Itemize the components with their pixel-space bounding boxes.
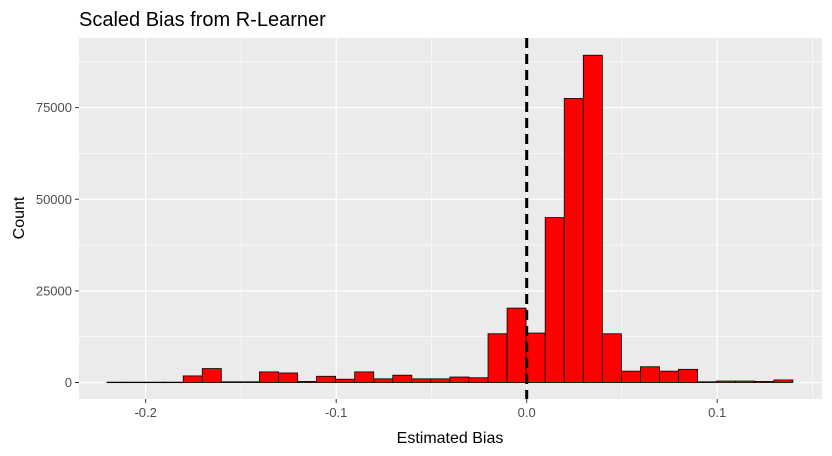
histogram-bar — [640, 366, 660, 383]
histogram-bar — [220, 381, 241, 383]
histogram-bar — [239, 381, 260, 383]
x-tick-label: 0.0 — [518, 405, 536, 420]
histogram-bars — [106, 54, 794, 384]
x-axis-ticks: -0.2 -0.1 0.0 0.1 — [134, 399, 726, 420]
y-axis-title: Count — [11, 196, 28, 239]
y-tick-label: 75000 — [36, 100, 72, 115]
histogram-bar — [735, 380, 756, 383]
y-tick-label: 50000 — [36, 192, 72, 207]
histogram-bar — [716, 380, 737, 383]
histogram-bar — [659, 370, 679, 383]
histogram-bar — [354, 371, 375, 383]
histogram-bar — [411, 378, 432, 383]
histogram-bar — [259, 371, 279, 383]
histogram-bar — [106, 381, 127, 384]
histogram-bar — [373, 378, 394, 383]
histogram-bar — [163, 381, 184, 384]
histogram-bar — [773, 379, 794, 383]
histogram-bar — [468, 377, 489, 383]
histogram-bar — [582, 54, 603, 383]
histogram-bar — [620, 370, 641, 383]
histogram-bar — [316, 375, 337, 383]
minor-gridlines — [79, 38, 822, 399]
x-tick-label: -0.2 — [134, 405, 156, 420]
histogram-bar — [144, 381, 165, 384]
histogram-bar — [335, 378, 356, 383]
chart-title: Scaled Bias from R-Learner — [79, 9, 326, 31]
histogram-bar — [678, 368, 698, 383]
histogram-bar — [182, 375, 203, 383]
y-axis-ticks: 0 25000 50000 75000 — [36, 100, 79, 390]
histogram-bar — [697, 381, 718, 383]
histogram-bar — [297, 381, 317, 383]
y-tick-label: 0 — [65, 375, 72, 390]
histogram-bar — [525, 332, 546, 383]
histogram-bar — [487, 333, 508, 383]
histogram-bar — [430, 378, 451, 383]
histogram-bar — [563, 98, 584, 383]
x-axis-title: Estimated Bias — [397, 430, 504, 447]
histogram-bar — [201, 368, 222, 383]
histogram-bar — [601, 333, 622, 383]
histogram-bar — [449, 376, 470, 383]
histogram-bar — [392, 374, 413, 383]
histogram-bar — [754, 381, 775, 383]
x-tick-label: 0.1 — [708, 405, 726, 420]
plot-panel — [79, 38, 822, 399]
histogram-bar — [544, 217, 565, 383]
histogram-bar — [278, 372, 298, 383]
histogram-bar — [506, 307, 527, 383]
x-tick-label: -0.1 — [325, 405, 347, 420]
y-tick-label: 25000 — [36, 283, 72, 298]
histogram-bar — [125, 381, 146, 384]
